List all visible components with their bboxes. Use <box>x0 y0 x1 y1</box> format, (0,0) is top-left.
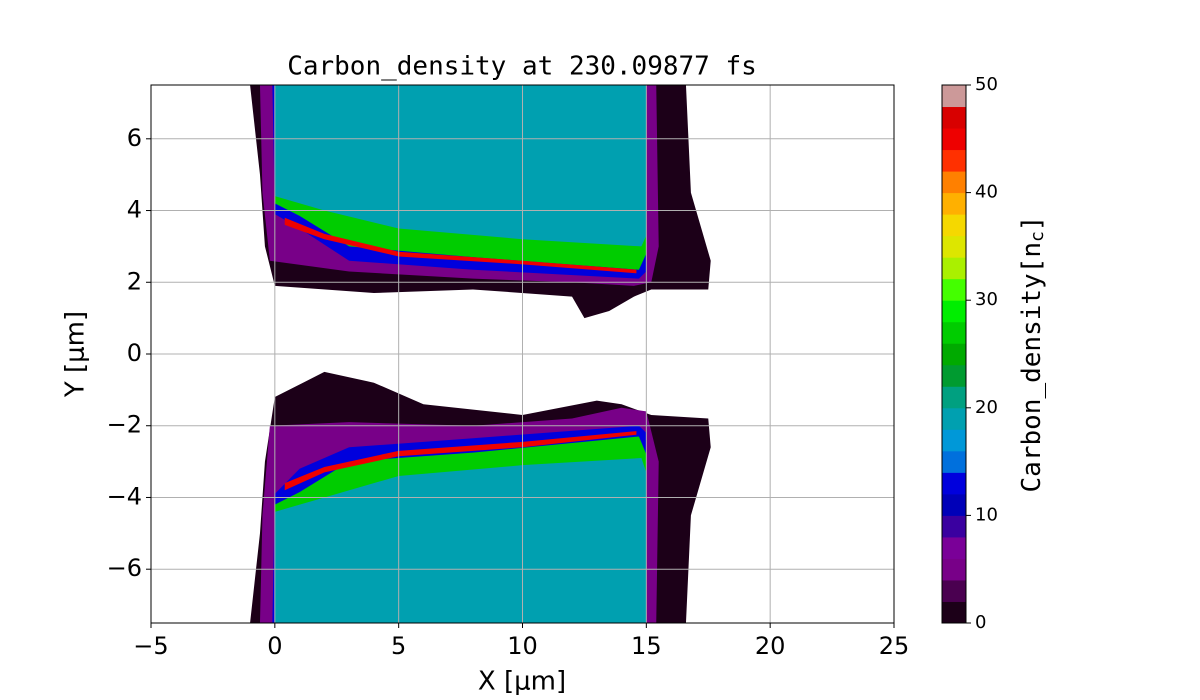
density-region <box>284 431 637 491</box>
density-region <box>284 217 637 274</box>
colorbar-band <box>942 579 966 602</box>
y-tick-label: −2 <box>107 411 142 439</box>
y-tick-label: −4 <box>107 482 142 510</box>
colorbar-label: Carbon_density[nc] <box>1017 216 1049 493</box>
y-axis-label: Y [μm] <box>61 311 91 398</box>
colorbar-tick-label: 20 <box>975 397 998 418</box>
colorbar-band <box>942 85 966 108</box>
colorbar-band <box>942 235 966 258</box>
colorbar-band <box>942 214 966 237</box>
colorbar-label-sub: c <box>1027 231 1048 242</box>
x-tick-label: 15 <box>631 632 662 660</box>
y-tick-label: 4 <box>127 196 142 224</box>
colorbar-band <box>942 536 966 559</box>
colorbar-tick-label: 0 <box>975 612 986 633</box>
x-axis-label: X [μm] <box>478 667 566 697</box>
colorbar-label-text: Carbon_density[n <box>1017 242 1047 492</box>
x-tick-label: 10 <box>507 632 538 660</box>
colorbar-band <box>942 278 966 301</box>
colorbar-band <box>942 171 966 194</box>
colorbar-label-end: ] <box>1017 216 1047 232</box>
colorbar-tick-label: 10 <box>975 504 998 525</box>
colorbar-band <box>942 386 966 409</box>
y-tick-label: 0 <box>127 339 142 367</box>
colorbar-tick-label: 40 <box>975 182 998 203</box>
colorbar-band <box>942 343 966 366</box>
colorbar-band <box>942 558 966 581</box>
chart-title: Carbon_density at 230.09877 fs <box>287 52 757 82</box>
density-region <box>274 85 647 247</box>
colorbar-band <box>942 515 966 538</box>
colorbar-band <box>942 450 966 473</box>
colorbar-band <box>942 192 966 215</box>
colorbar-band <box>942 364 966 387</box>
colorbar-tick-label: 50 <box>975 74 998 95</box>
colorbar-band <box>942 601 966 624</box>
colorbar-band <box>942 149 966 172</box>
x-tick-label: 0 <box>267 632 282 660</box>
x-tick-label: 5 <box>391 632 406 660</box>
colorbar-band <box>942 429 966 452</box>
y-tick-label: −6 <box>107 554 142 582</box>
x-tick-label: 20 <box>755 632 786 660</box>
colorbar-band <box>942 300 966 323</box>
axes: −5 0 5 10 15 20 25 −6 −4 −2 0 2 4 6 0 10 20 30 40 50 <box>107 74 998 660</box>
colorbar-band <box>942 257 966 280</box>
x-tick-label: 25 <box>879 632 910 660</box>
colorbar-band <box>942 407 966 430</box>
colorbar-band <box>942 128 966 151</box>
colorbar-band <box>942 106 966 129</box>
colorbar-band <box>942 472 966 495</box>
x-tick-label: −5 <box>133 632 168 660</box>
density-field <box>250 85 711 623</box>
density-region <box>274 458 647 623</box>
colorbar-band <box>942 321 966 344</box>
colorbar-tick-label: 30 <box>975 289 998 310</box>
colorbar-band <box>942 493 966 516</box>
colorbar-frame <box>941 84 967 624</box>
y-tick-label: 6 <box>127 124 142 152</box>
y-tick-label: 2 <box>127 267 142 295</box>
